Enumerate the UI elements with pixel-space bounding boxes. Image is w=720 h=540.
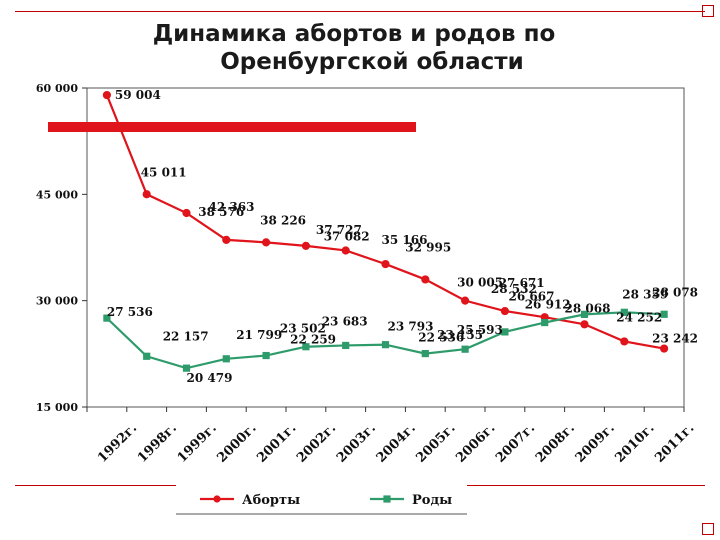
- data-label: 21 799: [236, 328, 282, 342]
- data-point-marker: [142, 190, 151, 199]
- data-point-marker: [620, 308, 628, 316]
- data-label: 28 532: [491, 282, 537, 296]
- y-tick-label: 60 000: [36, 82, 78, 95]
- y-axis-ticks: 15 000 30 000 45 000 60 000: [36, 82, 87, 414]
- data-point-marker: [501, 328, 509, 336]
- data-point-marker: [102, 90, 112, 100]
- x-tick-label: 2003г.: [334, 421, 379, 466]
- x-tick-label: 2006г.: [453, 421, 498, 466]
- data-point-marker: [421, 349, 429, 358]
- data-label: 59 004: [115, 88, 161, 102]
- data-label: 38 576: [198, 205, 244, 219]
- plot-area-frame: [86, 87, 685, 408]
- data-point-marker: [341, 246, 350, 255]
- y-tick-label: 30 000: [36, 295, 78, 308]
- data-label: 23 242: [652, 332, 698, 346]
- data-point-marker: [103, 314, 111, 322]
- data-label: 38 226: [260, 213, 306, 227]
- data-label: 28 068: [565, 301, 611, 315]
- chart-title-line-2: Оренбургской области: [220, 49, 524, 75]
- data-point-marker: [620, 337, 629, 346]
- y-tick-label: 15 000: [36, 401, 78, 414]
- data-label: 37 082: [324, 229, 370, 243]
- x-tick-label: 2004г.: [374, 421, 419, 466]
- x-tick-label: 2009г.: [573, 421, 618, 466]
- data-label: 20 479: [187, 371, 233, 385]
- x-tick-label: 1992г.: [95, 421, 140, 466]
- x-tick-label: 2005г.: [414, 421, 459, 466]
- data-point-marker: [182, 208, 191, 218]
- data-point-marker: [262, 351, 270, 360]
- data-point-marker: [143, 352, 151, 360]
- data-label: 28 359: [622, 287, 668, 301]
- data-point-marker: [660, 310, 668, 318]
- data-label: 23 502: [280, 322, 326, 336]
- data-label: 23 683: [322, 314, 368, 328]
- data-label: 27 536: [107, 305, 153, 319]
- x-tick-label: 2007г.: [493, 421, 538, 466]
- data-label: 26 912: [525, 298, 571, 312]
- data-point-marker: [381, 341, 390, 349]
- accent-bar: [48, 122, 416, 132]
- x-tick-label: 1998г.: [135, 421, 180, 466]
- x-tick-label: 2011г.: [652, 421, 697, 466]
- data-point-marker: [580, 310, 589, 318]
- data-point-marker: [182, 364, 191, 372]
- data-label: 37 727: [316, 223, 362, 237]
- data-label: 35 166: [382, 233, 428, 247]
- x-tick-label: 2008г.: [533, 421, 578, 466]
- data-label: 25 593: [457, 323, 503, 337]
- legend-swatch-marker: [213, 495, 221, 503]
- legend: Аборты Роды: [176, 484, 467, 515]
- data-point-marker: [421, 275, 430, 284]
- series-layer: [102, 90, 669, 372]
- data-label: 24 252: [616, 310, 662, 324]
- data-point-marker: [580, 320, 589, 329]
- chart-axes: [48, 87, 685, 408]
- data-label: 32 995: [405, 240, 451, 254]
- x-axis-ticks: 1992г.1998г.1999г.2000г.2001г.2002г.2003…: [86, 407, 697, 466]
- x-tick-label: 2010г.: [613, 421, 658, 466]
- chart-title-line-1: Динамика абортов и родов по: [152, 21, 556, 47]
- data-point-marker: [461, 296, 470, 305]
- x-tick-label: 2001г.: [254, 421, 299, 466]
- y-tick-label: 45 000: [36, 188, 78, 201]
- data-point-marker: [222, 355, 230, 363]
- data-point-marker: [541, 318, 549, 327]
- data-point-marker: [500, 306, 509, 316]
- decorative-square-bottom: [702, 523, 714, 535]
- legend-swatch-marker: [383, 495, 391, 503]
- data-label: 23 793: [388, 320, 434, 334]
- data-label: 45 011: [141, 165, 187, 179]
- data-label: 42 363: [209, 200, 255, 214]
- data-label: 27 671: [499, 276, 545, 290]
- x-tick-label: 2002г.: [294, 421, 339, 466]
- data-point-marker: [660, 344, 669, 353]
- x-tick-label: 1999г.: [175, 421, 220, 466]
- data-point-marker: [381, 259, 390, 269]
- legend-item-births: Роды: [412, 493, 452, 508]
- data-label: 23 155: [437, 328, 483, 342]
- data-label: 22 157: [163, 329, 209, 343]
- legend-item-abortions: Аборты: [242, 493, 300, 508]
- data-label: 28 078: [652, 285, 698, 299]
- data-point-marker: [302, 343, 310, 351]
- data-point-marker: [461, 345, 469, 353]
- divider-line-top: [15, 11, 705, 12]
- data-point-marker: [301, 241, 310, 250]
- data-point-marker: [222, 235, 231, 244]
- data-label: 30 005: [457, 276, 503, 290]
- data-label: 22 259: [290, 333, 336, 347]
- x-tick-label: 2000г.: [215, 421, 260, 466]
- data-point-marker: [342, 341, 350, 350]
- data-label: 22 536: [418, 331, 464, 345]
- data-label: 26 667: [509, 289, 555, 303]
- data-point-marker: [262, 238, 271, 247]
